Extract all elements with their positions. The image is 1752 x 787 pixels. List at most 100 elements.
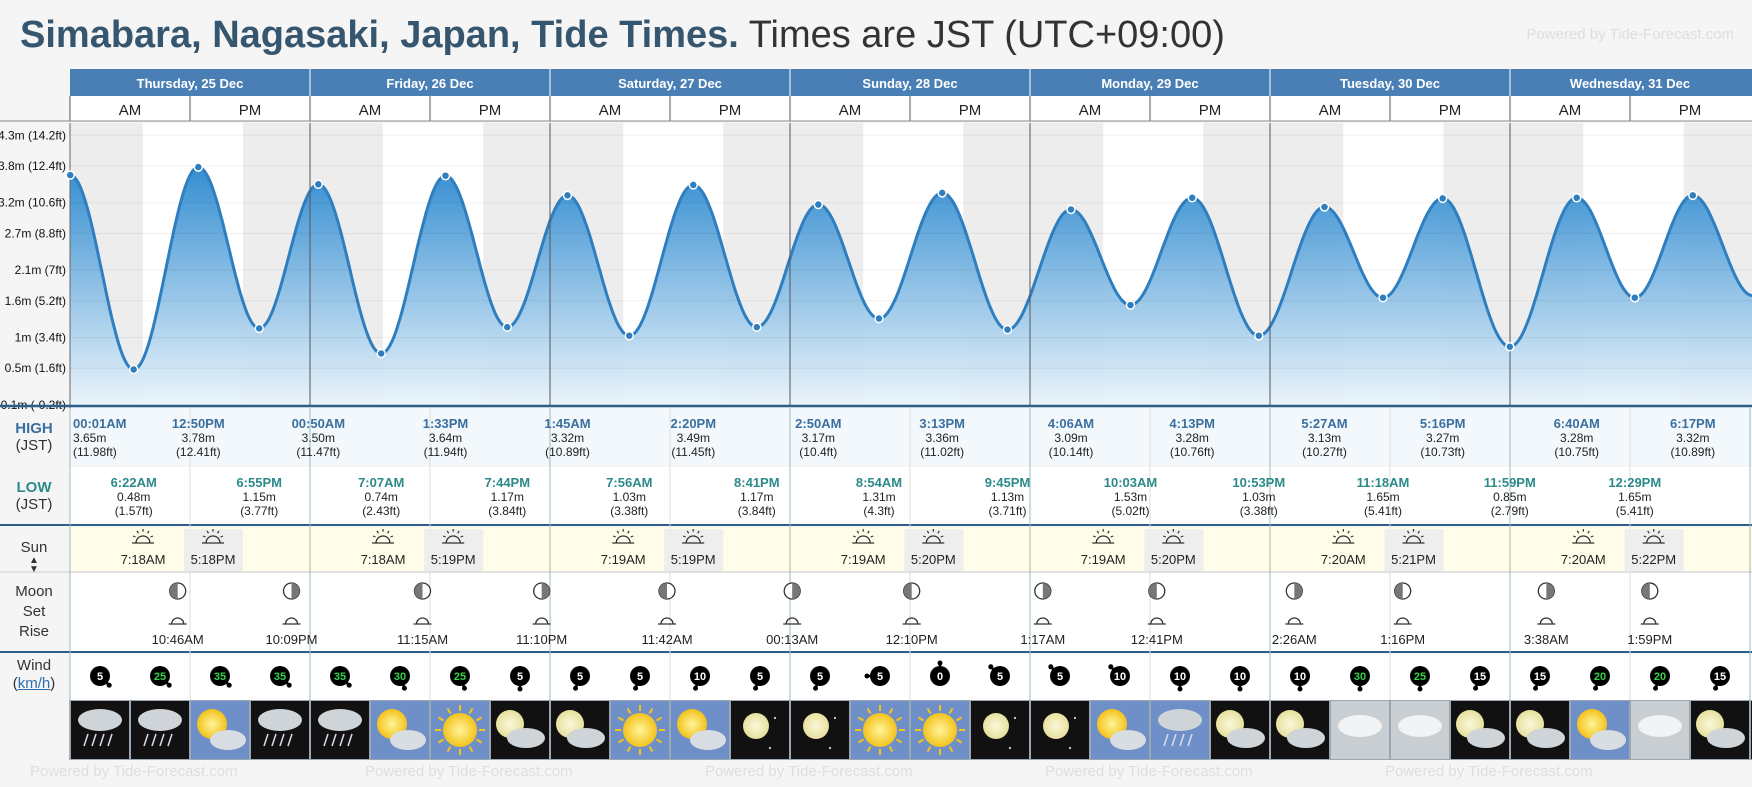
low-tide-height-m: 0.74m bbox=[365, 490, 398, 504]
high-tide-height-m: 3.65m bbox=[73, 431, 106, 445]
moon-phase-icon bbox=[1285, 582, 1303, 600]
low-tide-time: 8:54AM bbox=[856, 475, 902, 490]
wind-speed: 10 bbox=[1174, 671, 1186, 683]
high-tide-time: 2:20PM bbox=[671, 416, 717, 431]
wind-speed: 10 bbox=[694, 671, 706, 683]
moon-time: 00:13AM bbox=[766, 632, 818, 647]
high-tide-time: 5:16PM bbox=[1420, 416, 1466, 431]
moonrise-icon bbox=[783, 617, 802, 625]
wind-speed: 20 bbox=[1654, 671, 1666, 683]
moon-time: 1:16PM bbox=[1380, 632, 1425, 647]
wind-speed: 5 bbox=[517, 671, 523, 683]
sunrise-icon bbox=[852, 529, 875, 544]
moonrise-icon bbox=[532, 617, 551, 625]
high-tide-point bbox=[1319, 202, 1330, 212]
high-tide-time: 5:27AM bbox=[1301, 416, 1347, 431]
low-tide-time: 11:18AM bbox=[1357, 475, 1410, 490]
wind-unit-link[interactable]: km/h bbox=[17, 675, 51, 692]
high-tide-height-ft: (10.76ft) bbox=[1170, 445, 1215, 459]
low-row-bg bbox=[70, 467, 1752, 524]
high-tide-height-ft: (10.4ft) bbox=[799, 445, 837, 459]
wind-indicator: 15 bbox=[1710, 666, 1730, 691]
low-tide-point bbox=[1125, 300, 1136, 310]
moon-time: 12:10PM bbox=[886, 632, 938, 647]
low-tide-time: 8:41PM bbox=[734, 475, 780, 490]
wind-indicator: 15 bbox=[1470, 666, 1490, 691]
moon-time: 2:26AM bbox=[1272, 632, 1317, 647]
half-day-label: AM bbox=[1319, 102, 1342, 119]
low-tide-height-m: 0.48m bbox=[117, 490, 150, 504]
high-tide-height-ft: (10.75ft) bbox=[1554, 445, 1599, 459]
low-tide-height-m: 1.03m bbox=[1242, 490, 1275, 504]
y-tick-label: 2.7m (8.8ft) bbox=[5, 226, 66, 240]
high-tide-height-ft: (11.98ft) bbox=[73, 445, 117, 459]
sunrise-time: 7:19AM bbox=[1081, 552, 1126, 567]
moonrise-icon bbox=[1537, 617, 1556, 625]
y-tick-label: 0.5m (1.6ft) bbox=[5, 361, 66, 375]
moon-time: 11:15AM bbox=[397, 632, 448, 647]
moon-time: 10:46AM bbox=[152, 632, 204, 647]
sunset-icon bbox=[1402, 529, 1425, 544]
sunset-icon bbox=[442, 529, 465, 544]
wind-speed: 25 bbox=[1414, 671, 1426, 683]
sunset-time: 5:20PM bbox=[911, 552, 956, 567]
high-tide-height-ft: (10.89ft) bbox=[545, 445, 590, 459]
sun-icon bbox=[431, 701, 489, 759]
high-tide-height-m: 3.28m bbox=[1560, 431, 1593, 445]
high-tide-height-ft: (11.94ft) bbox=[424, 445, 468, 459]
timezone-subtitle: Times are JST (UTC+09:00) bbox=[748, 14, 1225, 56]
y-tick-label: 3.8m (12.4ft) bbox=[0, 159, 66, 173]
wind-indicator: 10 bbox=[1290, 666, 1310, 692]
low-tide-time: 9:45PM bbox=[985, 475, 1031, 490]
low-tide-height-ft: (4.3ft) bbox=[863, 504, 894, 518]
high-tide-height-m: 3.64m bbox=[429, 431, 462, 445]
wind-indicator: 30 bbox=[390, 666, 410, 691]
high-tide-point bbox=[65, 170, 75, 180]
location-title: Simabara, Nagasaki, Japan, Tide Times. bbox=[20, 14, 739, 56]
half-day-label: AM bbox=[1079, 102, 1102, 119]
day-header-bar bbox=[0, 69, 1752, 96]
high-tide-time: 4:13PM bbox=[1169, 416, 1215, 431]
sun-cloud-icon bbox=[371, 701, 429, 759]
sunset-icon bbox=[1642, 529, 1665, 544]
high-tide-height-m: 3.17m bbox=[802, 431, 835, 445]
wind-speed: 5 bbox=[637, 671, 643, 683]
high-tide-height-ft: (11.45ft) bbox=[671, 445, 715, 459]
low-label: LOW (JST) bbox=[15, 479, 53, 513]
high-tide-height-m: 3.78m bbox=[182, 431, 215, 445]
high-tide-height-ft: (10.89ft) bbox=[1670, 445, 1715, 459]
y-tick-label: 4.3m (14.2ft) bbox=[0, 128, 66, 142]
watermark: Powered by Tide-Forecast.com bbox=[705, 763, 913, 780]
sunrise-icon bbox=[1092, 529, 1115, 544]
moon-phase-icon bbox=[169, 582, 187, 600]
half-day-label: AM bbox=[1559, 102, 1582, 119]
rain-night-icon bbox=[251, 701, 309, 759]
low-tide-time: 11:59PM bbox=[1484, 475, 1536, 490]
high-tide-height-m: 3.27m bbox=[1426, 431, 1459, 445]
high-tide-height-m: 3.32m bbox=[551, 431, 584, 445]
wind-speed: 30 bbox=[394, 671, 406, 683]
footer-bg bbox=[0, 760, 1752, 787]
wind-speed: 5 bbox=[1057, 671, 1063, 683]
sunrise-time: 7:18AM bbox=[361, 552, 406, 567]
moonrise-icon bbox=[282, 617, 301, 625]
sunrise-icon bbox=[132, 529, 154, 544]
low-tide-height-m: 1.15m bbox=[243, 490, 276, 504]
moonrise-icon bbox=[1033, 617, 1052, 625]
moon-time: 3:38AM bbox=[1524, 632, 1569, 647]
wind-indicator: 35 bbox=[330, 666, 352, 688]
wind-indicator: 25 bbox=[450, 666, 470, 691]
sun-cloud-icon bbox=[1091, 701, 1149, 759]
wind-speed: 15 bbox=[1474, 671, 1486, 683]
cloud-icon bbox=[1631, 701, 1689, 759]
moonrise-icon bbox=[413, 617, 432, 625]
wind-indicator: 5 bbox=[510, 666, 530, 692]
y-axis-panel bbox=[0, 123, 70, 405]
moon-label: Moon Set Rise bbox=[15, 583, 53, 640]
low-tide-height-ft: (1.57ft) bbox=[115, 504, 153, 518]
wind-indicator: 20 bbox=[1590, 666, 1610, 691]
sunset-icon bbox=[682, 529, 705, 544]
high-tide-height-m: 3.36m bbox=[926, 431, 959, 445]
high-tide-height-m: 3.50m bbox=[302, 431, 335, 445]
sunset-time: 5:22PM bbox=[1631, 552, 1676, 567]
